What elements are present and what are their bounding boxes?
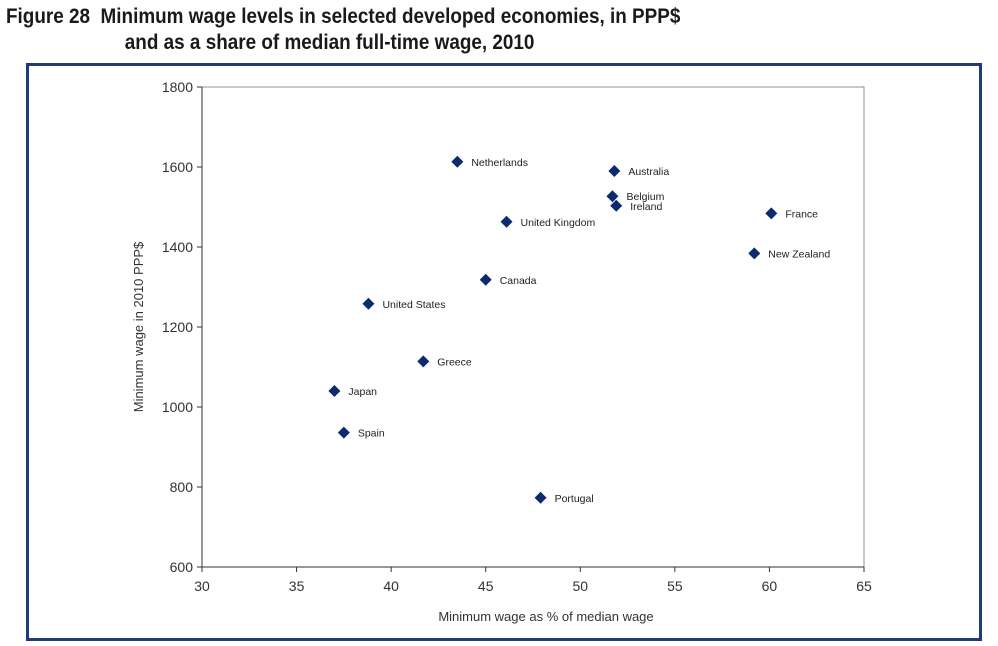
y-tick-label: 1200 (162, 319, 193, 335)
data-point (479, 273, 492, 286)
y-tick-label: 1400 (162, 239, 193, 255)
x-tick-label: 35 (289, 578, 305, 594)
data-point (451, 155, 464, 168)
data-point-label: Ireland (630, 201, 662, 213)
figure-title-line1: Minimum wage levels in selected develope… (100, 5, 681, 28)
x-axis-label: Minimum wage as % of median wage (438, 609, 653, 624)
data-point (337, 426, 350, 439)
figure-label: Figure 28 (6, 5, 91, 28)
y-tick-label: 1000 (162, 399, 193, 415)
data-point-label: United States (382, 299, 445, 311)
x-tick-label: 60 (762, 578, 778, 594)
y-axis-label: Minimum wage in 2010 PPP$ (131, 241, 146, 412)
x-tick-label: 50 (572, 578, 588, 594)
x-tick-label: 55 (667, 578, 683, 594)
data-point (765, 207, 778, 220)
data-point-label: Spain (358, 428, 385, 440)
data-point (534, 491, 547, 504)
data-point-label: Japan (348, 386, 377, 398)
plot-area-border (201, 86, 865, 568)
data-point (606, 190, 619, 203)
x-tick-label: 45 (478, 578, 494, 594)
data-point-label: Belgium (626, 191, 664, 203)
figure-title: Figure 28 Minimum wage levels in selecte… (6, 4, 888, 56)
y-tick-label: 1800 (162, 79, 193, 95)
data-point-label: France (785, 208, 818, 220)
chart-frame (26, 63, 982, 641)
x-tick-label: 40 (383, 578, 399, 594)
y-tick-label: 1600 (162, 159, 193, 175)
y-tick-label: 600 (170, 559, 194, 575)
data-point (417, 355, 430, 368)
data-point-label: Netherlands (471, 157, 528, 169)
data-point (500, 215, 513, 228)
data-point-label: Canada (500, 275, 537, 287)
data-point (610, 199, 623, 212)
axes: 30 35 40 45 50 55 60 65 600 800 1000 1200 1400 1600 18… (162, 79, 872, 594)
data-point-label: Greece (437, 356, 472, 368)
data-point-label: New Zealand (768, 248, 830, 260)
data-point (608, 165, 621, 177)
x-tick-label: 65 (856, 578, 872, 594)
data-point-label: United Kingdom (521, 217, 596, 229)
data-point (748, 247, 761, 260)
x-tick-label: 30 (194, 578, 210, 594)
data-point-label: Australia (628, 166, 669, 178)
data-point-label: Portugal (555, 493, 594, 505)
data-point (362, 297, 375, 310)
data-point (328, 385, 341, 397)
figure-title-line2: and as a share of median full-time wage,… (124, 31, 535, 54)
y-tick-label: 800 (170, 479, 194, 495)
